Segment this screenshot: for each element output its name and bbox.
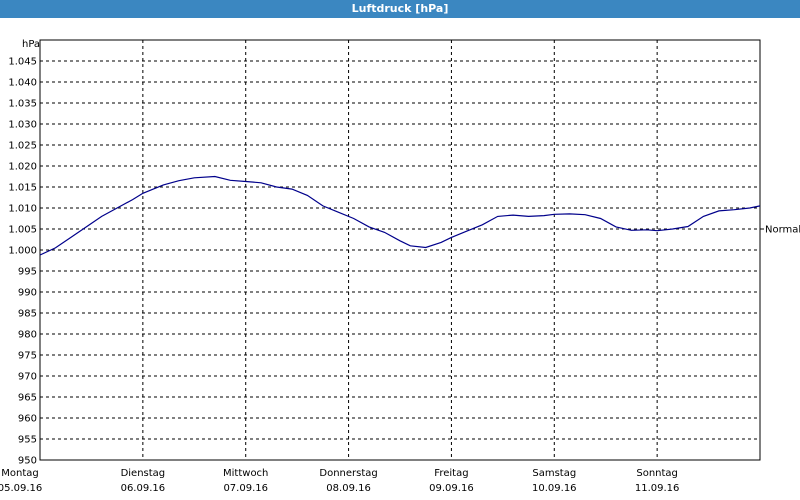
y-tick-label: 995 [18, 267, 37, 278]
x-tick-day: Sonntag [636, 468, 678, 479]
reference-label: Normal [765, 225, 800, 236]
y-tick-label: 955 [18, 435, 37, 446]
y-tick-label: 950 [18, 456, 37, 467]
plot-frame [39, 39, 761, 461]
y-tick-label: 970 [18, 372, 37, 383]
y-tick-label: 980 [18, 330, 37, 341]
x-tick-day: Samstag [532, 468, 576, 479]
y-tick-label: 990 [18, 288, 37, 299]
x-tick-date: 08.09.16 [326, 483, 371, 494]
x-tick-date: 09.09.16 [429, 483, 474, 494]
x-axis: Montag 05.09.16 Dienstag 06.09.16 Mittwoch 07… [0, 468, 679, 494]
y-axis: 1.045 1.040 1.035 1.030 1.025 1.020 1.015 1.010… [8, 57, 37, 467]
x-tick-day: Montag [1, 468, 38, 479]
chart-title: Luftdruck [hPa] [0, 0, 800, 18]
series [39, 175, 761, 256]
x-tick-day: Donnerstag [319, 468, 377, 479]
x-tick-date: 10.09.16 [532, 483, 577, 494]
y-tick-label: 1.045 [8, 57, 37, 68]
x-tick-date: 11.09.16 [635, 483, 680, 494]
y-tick-label: 1.005 [8, 225, 37, 236]
y-tick-label: 1.040 [8, 78, 37, 89]
y-tick-label: 985 [18, 309, 37, 320]
x-tick-date: 05.09.16 [0, 483, 42, 494]
y-tick-label: 965 [18, 393, 37, 404]
y-tick-label: 1.015 [8, 183, 37, 194]
reference: Normal [760, 225, 800, 236]
chart-plot: 1.045 1.040 1.035 1.030 1.025 1.020 1.015 1.010… [0, 39, 800, 494]
x-tick-date: 07.09.16 [223, 483, 268, 494]
grid [40, 40, 760, 461]
y-tick-label: 1.030 [8, 120, 37, 131]
x-tick-date: 06.09.16 [121, 483, 166, 494]
y-tick-label: 975 [18, 351, 37, 362]
y-tick-label: 1.035 [8, 99, 37, 110]
y-axis-unit: hPa [22, 39, 40, 50]
y-tick-label: 1.020 [8, 162, 37, 173]
y-tick-label: 960 [18, 414, 37, 425]
y-tick-label: 1.025 [8, 141, 37, 152]
series-line [39, 175, 761, 256]
x-tick-day: Dienstag [121, 468, 166, 479]
y-tick-label: 1.010 [8, 204, 37, 215]
x-tick-day: Freitag [434, 468, 468, 479]
y-tick-label: 1.000 [8, 246, 37, 257]
x-tick-day: Mittwoch [223, 468, 268, 479]
